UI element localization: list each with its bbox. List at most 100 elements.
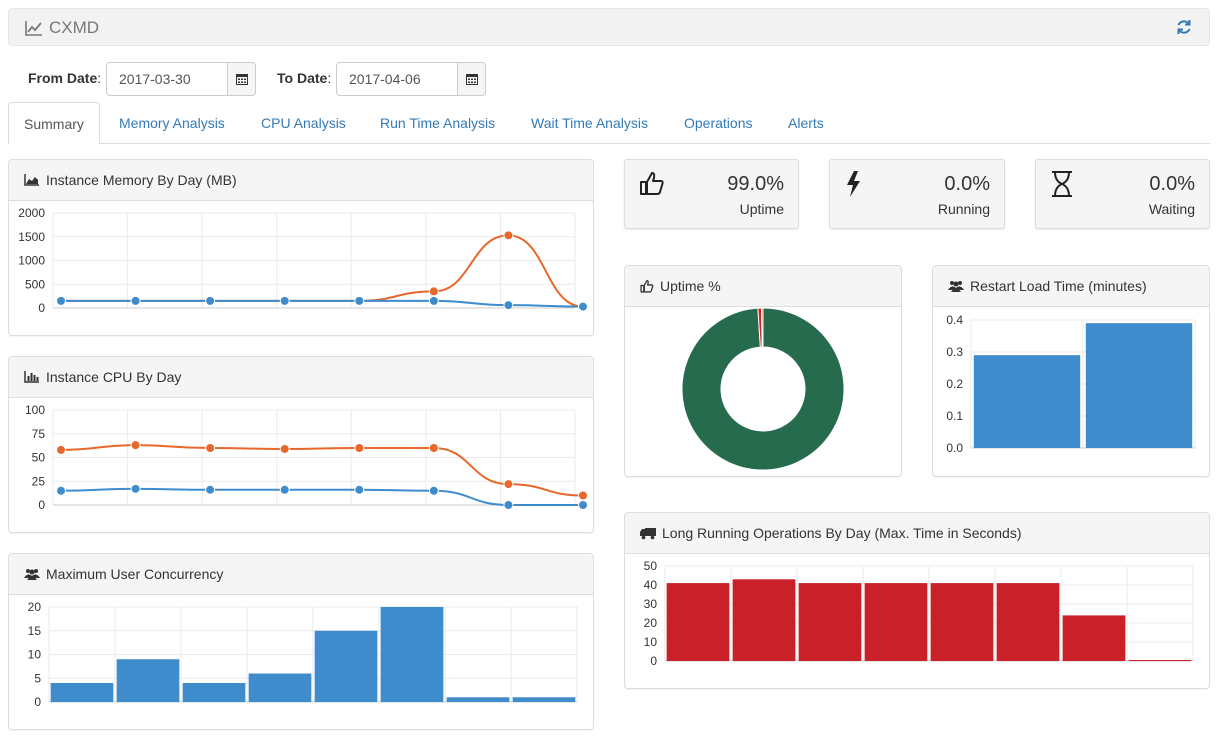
data-point [130, 483, 141, 494]
y-tick-label: 0.2 [946, 377, 963, 391]
data-point [354, 295, 365, 306]
line-chart-icon [25, 21, 42, 36]
bar [50, 683, 114, 702]
data-point [503, 300, 514, 311]
data-point [279, 443, 290, 454]
data-point [428, 485, 439, 496]
uptime-label: Uptime [739, 201, 784, 217]
restart-bar-chart: 0.4 0.3 0.2 0.1 0.0 [946, 313, 1196, 455]
calendar-icon[interactable] [457, 63, 485, 95]
y-tick-label: 0 [38, 498, 45, 512]
y-tick-label: 10 [28, 648, 42, 662]
uptime-panel-header: Uptime % [625, 266, 901, 307]
from-date-value[interactable]: 2017-03-30 [119, 71, 191, 87]
cpu-panel-header: Instance CPU By Day [9, 357, 593, 398]
bar [446, 697, 510, 702]
uptime-panel-title: Uptime % [660, 278, 721, 294]
calendar-icon[interactable] [227, 63, 255, 95]
refresh-icon[interactable] [1175, 18, 1193, 36]
data-point [428, 295, 439, 306]
data-point [503, 479, 514, 490]
y-tick-label: 75 [32, 427, 46, 441]
data-point [56, 444, 66, 455]
running-stat: 0.0% Running [829, 159, 1005, 229]
bar [732, 579, 796, 661]
y-tick-label: 100 [25, 403, 45, 417]
bar [973, 355, 1081, 448]
to-date-label: To Date: [277, 70, 332, 86]
data-point [354, 484, 365, 495]
data-point [503, 230, 514, 241]
uptime-panel: Uptime % [624, 265, 902, 477]
data-point [578, 490, 588, 501]
data-point [578, 500, 588, 510]
bar [116, 659, 180, 702]
bar [864, 583, 928, 661]
series-line [60, 487, 583, 506]
tab-wait-time-analysis[interactable]: Wait Time Analysis [531, 115, 648, 131]
data-point [130, 440, 141, 451]
y-tick-label: 1000 [18, 254, 45, 268]
cpu-panel: Instance CPU By Day 100 75 50 25 0 [8, 356, 594, 533]
bar [380, 607, 444, 702]
y-tick-label: 0.1 [946, 409, 963, 423]
hourglass-icon [1052, 171, 1072, 197]
users-panel-header: Maximum User Concurrency [9, 554, 593, 595]
memory-panel-header: Instance Memory By Day (MB) [9, 160, 593, 201]
data-point [428, 286, 439, 297]
to-date-field[interactable]: 2017-04-06 [336, 62, 486, 96]
y-tick-label: 10 [644, 635, 658, 649]
y-tick-label: 20 [644, 616, 658, 630]
from-date-field[interactable]: 2017-03-30 [106, 62, 256, 96]
tab-alerts[interactable]: Alerts [788, 115, 824, 131]
users-icon [948, 281, 964, 292]
cpu-panel-title: Instance CPU By Day [46, 369, 182, 385]
restart-panel-header: Restart Load Time (minutes) [933, 266, 1209, 307]
data-point [279, 295, 290, 306]
waiting-label: Waiting [1148, 201, 1195, 217]
y-tick-label: 0 [34, 695, 41, 709]
users-panel-title: Maximum User Concurrency [46, 566, 224, 582]
tab-bar: Summary Memory Analysis CPU Analysis Run… [8, 102, 1210, 145]
uptime-value: 99.0% [727, 173, 784, 195]
users-bar-chart: 20 15 10 5 0 [28, 600, 578, 709]
waiting-stat: 0.0% Waiting [1035, 159, 1210, 229]
bar [798, 583, 862, 661]
tab-memory-analysis[interactable]: Memory Analysis [119, 115, 225, 131]
bar [930, 583, 994, 661]
series-line [60, 299, 584, 308]
data-point [56, 485, 66, 496]
bar [666, 583, 730, 661]
tab-summary[interactable]: Summary [8, 102, 100, 145]
app-brand[interactable]: CXMD [25, 18, 99, 38]
data-point [503, 500, 514, 510]
uptime-donut-chart [681, 307, 845, 471]
tab-run-time-analysis[interactable]: Run Time Analysis [380, 115, 496, 131]
data-point [354, 443, 365, 453]
y-tick-label: 500 [25, 277, 45, 291]
y-tick-label: 1500 [18, 230, 45, 244]
waiting-value: 0.0% [1149, 173, 1195, 195]
to-date-value[interactable]: 2017-04-06 [349, 71, 421, 87]
bar [182, 683, 246, 702]
data-point [578, 301, 588, 312]
running-value: 0.0% [944, 173, 990, 195]
y-tick-label: 0 [38, 301, 45, 315]
pie-slice [760, 307, 764, 348]
uptime-stat: 99.0% Uptime [624, 159, 799, 229]
tab-operations[interactable]: Operations [684, 115, 753, 131]
bar [1085, 323, 1193, 448]
y-tick-label: 25 [32, 474, 46, 488]
y-tick-label: 0.4 [946, 313, 963, 327]
y-tick-label: 2000 [18, 206, 45, 220]
data-point [205, 484, 216, 495]
tab-cpu-analysis[interactable]: CPU Analysis [261, 115, 346, 131]
y-tick-label: 15 [28, 624, 42, 638]
y-tick-label: 0.0 [946, 441, 963, 455]
bar [1128, 660, 1192, 661]
bar [996, 583, 1060, 661]
series-line [60, 234, 584, 308]
cpu-line-chart: 100 75 50 25 0 [25, 403, 588, 512]
y-tick-label: 50 [32, 451, 46, 465]
memory-panel: Instance Memory By Day (MB) 2000 1500 1000… [8, 159, 594, 336]
